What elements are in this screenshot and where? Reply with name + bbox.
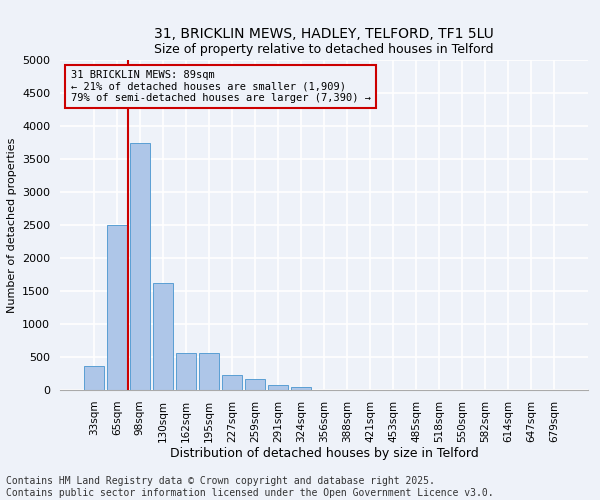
Bar bbox=[199, 353, 218, 390]
Bar bbox=[153, 283, 173, 390]
Bar bbox=[268, 384, 288, 390]
Text: 31 BRICKLIN MEWS: 89sqm
← 21% of detached houses are smaller (1,909)
79% of semi: 31 BRICKLIN MEWS: 89sqm ← 21% of detache… bbox=[71, 70, 371, 103]
Bar bbox=[222, 376, 242, 390]
Y-axis label: Number of detached properties: Number of detached properties bbox=[7, 138, 17, 312]
Text: Size of property relative to detached houses in Telford: Size of property relative to detached ho… bbox=[154, 42, 494, 56]
Text: Contains HM Land Registry data © Crown copyright and database right 2025.
Contai: Contains HM Land Registry data © Crown c… bbox=[6, 476, 494, 498]
Bar bbox=[84, 366, 104, 390]
Text: 31, BRICKLIN MEWS, HADLEY, TELFORD, TF1 5LU: 31, BRICKLIN MEWS, HADLEY, TELFORD, TF1 … bbox=[154, 28, 494, 42]
Bar bbox=[107, 225, 127, 390]
Bar bbox=[176, 353, 196, 390]
X-axis label: Distribution of detached houses by size in Telford: Distribution of detached houses by size … bbox=[170, 448, 478, 460]
Bar bbox=[291, 386, 311, 390]
Bar bbox=[130, 142, 149, 390]
Bar bbox=[245, 380, 265, 390]
